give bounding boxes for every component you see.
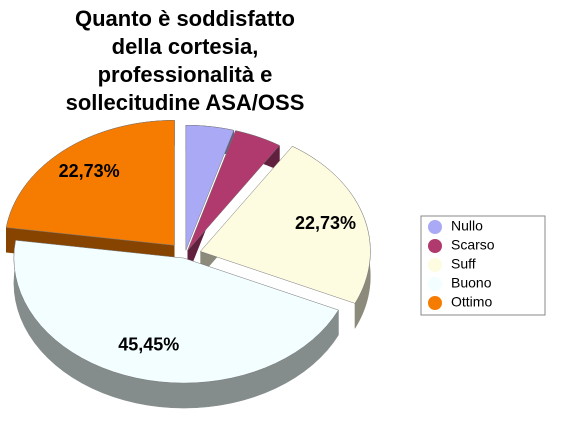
data-label: 22,73% [59, 161, 120, 181]
legend-label: Ottimo [451, 294, 492, 310]
pie-slice [199, 145, 371, 304]
chart-title: della cortesia, [112, 34, 259, 59]
legend-label: Buono [451, 275, 492, 291]
legend-swatch [428, 277, 442, 291]
legend-swatch [428, 239, 442, 253]
data-label: 45,45% [118, 335, 179, 355]
pie-slice [185, 124, 235, 251]
data-label: 22,73% [295, 213, 356, 233]
pie-slice [5, 120, 175, 246]
pie-slice [187, 130, 280, 251]
chart-title: professionalità e [98, 62, 273, 87]
legend-label: Suff [451, 256, 476, 272]
legend-swatch [428, 220, 442, 234]
legend-swatch [428, 296, 442, 310]
pie-tops [5, 120, 371, 384]
legend-swatch [428, 258, 442, 272]
chart-title: Quanto è soddisfatto [75, 6, 295, 31]
legend-label: Nullo [451, 218, 483, 234]
legend-label: Scarso [451, 237, 495, 253]
chart-title: sollecitudine ASA/OSS [66, 90, 305, 115]
pie-slice [13, 240, 339, 384]
